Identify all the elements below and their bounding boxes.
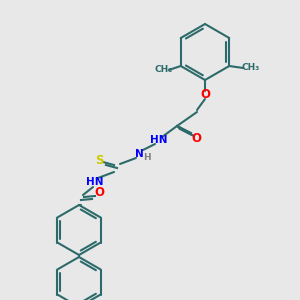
Text: HN: HN: [86, 177, 104, 187]
Text: CH₃: CH₃: [241, 64, 260, 73]
Text: N: N: [135, 149, 143, 159]
Text: S: S: [95, 154, 103, 166]
Text: H: H: [143, 154, 151, 163]
Text: O: O: [191, 133, 201, 146]
Text: CH₃: CH₃: [154, 65, 173, 74]
Text: HN: HN: [150, 135, 168, 145]
Text: O: O: [200, 88, 210, 100]
Text: O: O: [94, 187, 104, 200]
